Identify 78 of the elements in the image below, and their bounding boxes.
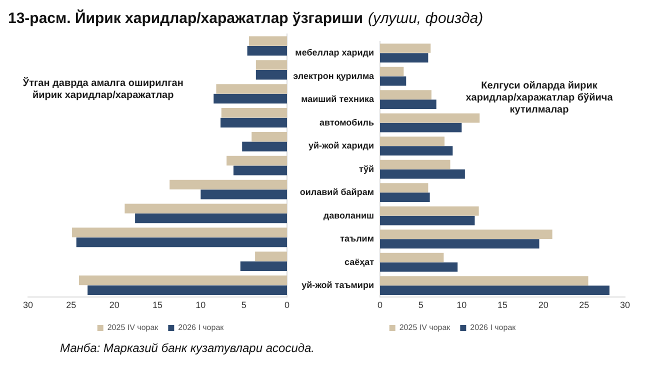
bar [380, 230, 552, 239]
chart-subtitle: (улуши, фоизда) [368, 10, 484, 27]
x-tick-label: 20 [538, 300, 548, 310]
bar [380, 136, 445, 146]
bar [380, 66, 404, 76]
x-tick-label: 15 [152, 300, 163, 310]
bar [221, 108, 287, 118]
y-tick-label: уй-жой хариди [308, 140, 374, 151]
bar [380, 206, 479, 216]
x-tick-label: 0 [284, 300, 290, 310]
bar [380, 44, 431, 53]
y-tick-label: мебеллар хариди [295, 48, 374, 58]
bar [380, 192, 430, 202]
x-tick-label: 0 [377, 300, 383, 310]
bar [380, 160, 450, 170]
bar [226, 156, 287, 166]
y-tick-label: тўй [359, 164, 374, 174]
bar [256, 60, 287, 70]
y-tick-label: оилавий байрам [300, 187, 374, 198]
bar [170, 180, 287, 190]
x-tick-label: 30 [620, 300, 630, 310]
x-tick-label: 25 [579, 300, 590, 310]
y-tick-label: даволаниш [323, 210, 374, 220]
y-tick-label: таълим [340, 234, 374, 244]
legend-label: 2026 I чорак [178, 323, 224, 332]
bar [240, 261, 287, 272]
y-tick-label: автомобиль [320, 117, 374, 128]
legend-label: 2025 IV чорак [107, 323, 159, 332]
bar [216, 84, 287, 94]
bar [380, 252, 444, 262]
bar [220, 118, 287, 128]
x-tick-label: 5 [241, 300, 246, 310]
bar [380, 183, 428, 192]
text: Манба: Марказий банк кузатувлари асосида. [60, 341, 315, 355]
bar [255, 252, 287, 262]
bar [249, 36, 287, 46]
bar [380, 122, 462, 132]
x-tick-label: 10 [456, 300, 467, 310]
y-tick-label: уй-жой таъмири [302, 280, 374, 290]
annotation: Келгуси ойларда йирик харидлар/харажатлар бўйича кутилмалар [466, 80, 614, 116]
bar [135, 214, 287, 224]
bar [124, 204, 287, 214]
bar [380, 276, 588, 286]
x-tick-label: 25 [66, 300, 76, 310]
legend-label: 2025 IV чорак [399, 323, 451, 332]
bar [380, 100, 436, 109]
bar [380, 53, 428, 62]
bar [233, 166, 287, 176]
bar [242, 142, 287, 152]
chart-title: 13-расм. Йирик харидлар/харажатлар ўзгариши [8, 10, 364, 27]
bar [72, 228, 287, 238]
bar [380, 286, 610, 296]
x-tick-label: 15 [497, 300, 508, 310]
bar [380, 239, 540, 249]
bar [380, 146, 453, 156]
bar [214, 94, 287, 104]
bar [256, 70, 287, 80]
bar [200, 190, 287, 200]
bar [78, 276, 287, 286]
x-tick-label: 30 [22, 300, 34, 310]
bar [380, 76, 406, 86]
bar [380, 216, 475, 226]
annotation: Ўтган даврда амалга оширилган йирик харидлар/харажатлар [22, 76, 184, 102]
x-tick-label: 10 [196, 300, 206, 310]
y-tick-label: саёҳат [344, 256, 375, 267]
bar [76, 237, 287, 248]
y-tick-label: маиший техника [301, 94, 375, 104]
bar [380, 113, 480, 123]
bar [380, 90, 432, 100]
x-tick-label: 5 [418, 300, 424, 310]
bar [380, 262, 458, 272]
bar [88, 285, 287, 295]
bar [252, 132, 287, 142]
x-tick-label: 20 [109, 300, 120, 310]
bar [247, 46, 287, 56]
y-tick-label: электрон қурилма [293, 70, 375, 81]
legend-label: 2026 I чорак [470, 323, 516, 332]
bar [380, 169, 465, 179]
